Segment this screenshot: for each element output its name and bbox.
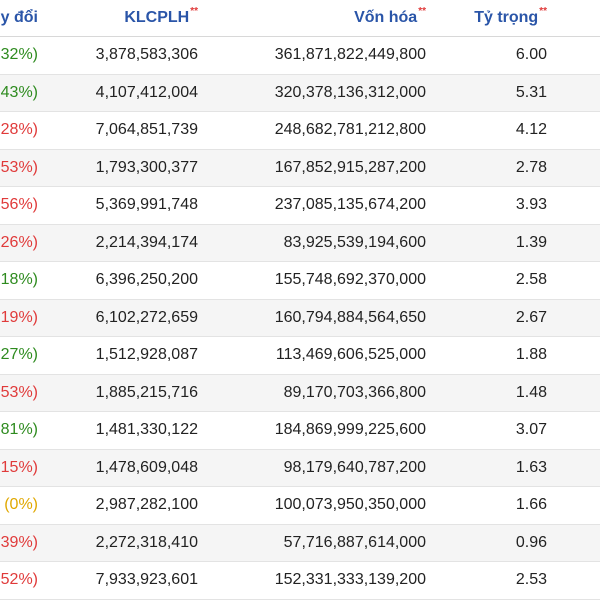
tytrong-cell: 1.66 <box>515 496 547 514</box>
tytrong-cell: 3.93 <box>515 196 547 214</box>
change-cell: 32%) <box>0 46 38 64</box>
change-cell: 53%) <box>0 158 38 176</box>
header-vonhoa[interactable]: Vốn hóa ** <box>220 0 426 36</box>
change-cell: 28%) <box>0 121 38 139</box>
klcplh-cell: 1,512,928,087 <box>95 346 198 364</box>
tytrong-cell: 1.48 <box>515 383 547 401</box>
tytrong-cell: 4.12 <box>515 121 547 139</box>
klcplh-cell: 1,478,609,048 <box>95 458 198 476</box>
klcplh-cell: 2,214,394,174 <box>95 233 198 251</box>
klcplh-cell: 6,396,250,200 <box>95 271 198 289</box>
header-klcplh-mark: ** <box>190 5 198 17</box>
change-cell: 52%) <box>0 571 38 589</box>
vonhoa-cell: 57,716,887,614,000 <box>283 533 426 551</box>
header-tytrong-label: Tỷ trọng <box>474 9 539 26</box>
table-row[interactable]: 19%) 6,102,272,659 160,794,884,564,650 2.67 <box>0 299 600 337</box>
vonhoa-cell: 320,378,136,312,000 <box>274 83 426 101</box>
change-cell: (0%) <box>4 496 38 514</box>
klcplh-cell: 2,272,318,410 <box>95 533 198 551</box>
vonhoa-cell: 167,852,915,287,200 <box>274 158 426 176</box>
table-header: y đổi KLCPLH ** Vốn hóa ** Tỷ trọng ** <box>0 0 600 37</box>
change-cell: 19%) <box>0 308 38 326</box>
change-cell: 53%) <box>0 383 38 401</box>
vonhoa-cell: 361,871,822,449,800 <box>274 46 426 64</box>
change-cell: 27%) <box>0 346 38 364</box>
vonhoa-cell: 237,085,135,674,200 <box>274 196 426 214</box>
vonhoa-cell: 83,925,539,194,600 <box>283 233 426 251</box>
vonhoa-cell: 160,794,884,564,650 <box>274 308 426 326</box>
tytrong-cell: 3.07 <box>515 421 547 439</box>
tytrong-cell: 0.96 <box>515 533 547 551</box>
vonhoa-cell: 184,869,999,225,600 <box>274 421 426 439</box>
vonhoa-cell: 100,073,950,350,000 <box>274 496 426 514</box>
vonhoa-cell: 155,748,692,370,000 <box>274 271 426 289</box>
header-change-label: y đổi <box>0 9 38 26</box>
klcplh-cell: 7,933,923,601 <box>95 571 198 589</box>
change-cell: 15%) <box>0 458 38 476</box>
tytrong-cell: 5.31 <box>515 83 547 101</box>
klcplh-cell: 7,064,851,739 <box>95 121 198 139</box>
change-cell: 18%) <box>0 271 38 289</box>
klcplh-cell: 6,102,272,659 <box>95 308 198 326</box>
header-klcplh-label: KLCPLH <box>124 9 190 26</box>
table-row[interactable]: 27%) 1,512,928,087 113,469,606,525,000 1.88 <box>0 337 600 375</box>
klcplh-cell: 1,793,300,377 <box>95 158 198 176</box>
table-row[interactable]: 18%) 6,396,250,200 155,748,692,370,000 2.58 <box>0 262 600 300</box>
klcplh-cell: 1,885,215,716 <box>95 383 198 401</box>
table-row[interactable]: 56%) 5,369,991,748 237,085,135,674,200 3.93 <box>0 187 600 225</box>
vonhoa-cell: 248,682,781,212,800 <box>274 121 426 139</box>
tytrong-cell: 1.63 <box>515 458 547 476</box>
tytrong-cell: 2.53 <box>515 571 547 589</box>
change-cell: 43%) <box>0 83 38 101</box>
vonhoa-cell: 89,170,703,366,800 <box>283 383 426 401</box>
table-row[interactable]: 43%) 4,107,412,004 320,378,136,312,000 5.31 <box>0 74 600 112</box>
vonhoa-cell: 98,179,640,787,200 <box>283 458 426 476</box>
table-row[interactable]: 15%) 1,478,609,048 98,179,640,787,200 1.63 <box>0 449 600 487</box>
klcplh-cell: 3,878,583,306 <box>95 46 198 64</box>
table-row[interactable]: 26%) 2,214,394,174 83,925,539,194,600 1.39 <box>0 224 600 262</box>
table-row[interactable]: 81%) 1,481,330,122 184,869,999,225,600 3.07 <box>0 412 600 450</box>
tytrong-cell: 6.00 <box>515 46 547 64</box>
klcplh-cell: 4,107,412,004 <box>95 83 198 101</box>
tytrong-cell: 2.78 <box>515 158 547 176</box>
change-cell: 39%) <box>0 533 38 551</box>
tytrong-cell: 2.58 <box>515 271 547 289</box>
change-cell: 26%) <box>0 233 38 251</box>
header-vonhoa-mark: ** <box>418 5 426 17</box>
table-row[interactable]: 53%) 1,793,300,377 167,852,915,287,200 2.78 <box>0 149 600 187</box>
header-klcplh[interactable]: KLCPLH ** <box>60 0 198 36</box>
vonhoa-cell: 113,469,606,525,000 <box>275 346 426 364</box>
change-cell: 81%) <box>0 421 38 439</box>
table-row[interactable]: 32%) 3,878,583,306 361,871,822,449,800 6.00 <box>0 37 600 75</box>
table-row[interactable]: 52%) 7,933,923,601 152,331,333,139,200 2.53 <box>0 562 600 600</box>
tytrong-cell: 1.39 <box>515 233 547 251</box>
tytrong-cell: 1.88 <box>515 346 547 364</box>
table-row[interactable]: (0%) 2,987,282,100 100,073,950,350,000 1.66 <box>0 487 600 525</box>
table-row[interactable]: 28%) 7,064,851,739 248,682,781,212,800 4.12 <box>0 112 600 150</box>
header-vonhoa-label: Vốn hóa <box>354 9 418 26</box>
table-row[interactable]: 39%) 2,272,318,410 57,716,887,614,000 0.96 <box>0 524 600 562</box>
change-cell: 56%) <box>0 196 38 214</box>
vonhoa-cell: 152,331,333,139,200 <box>274 571 426 589</box>
tytrong-cell: 2.67 <box>515 308 547 326</box>
header-change[interactable]: y đổi <box>0 0 38 36</box>
klcplh-cell: 2,987,282,100 <box>95 496 198 514</box>
table-body: 32%) 3,878,583,306 361,871,822,449,800 6.00… <box>0 37 600 600</box>
klcplh-cell: 5,369,991,748 <box>95 196 198 214</box>
header-tytrong-mark: ** <box>539 5 547 17</box>
klcplh-cell: 1,481,330,122 <box>95 421 198 439</box>
table-row[interactable]: 53%) 1,885,215,716 89,170,703,366,800 1.48 <box>0 374 600 412</box>
header-tytrong[interactable]: Tỷ trọng ** <box>450 0 547 36</box>
